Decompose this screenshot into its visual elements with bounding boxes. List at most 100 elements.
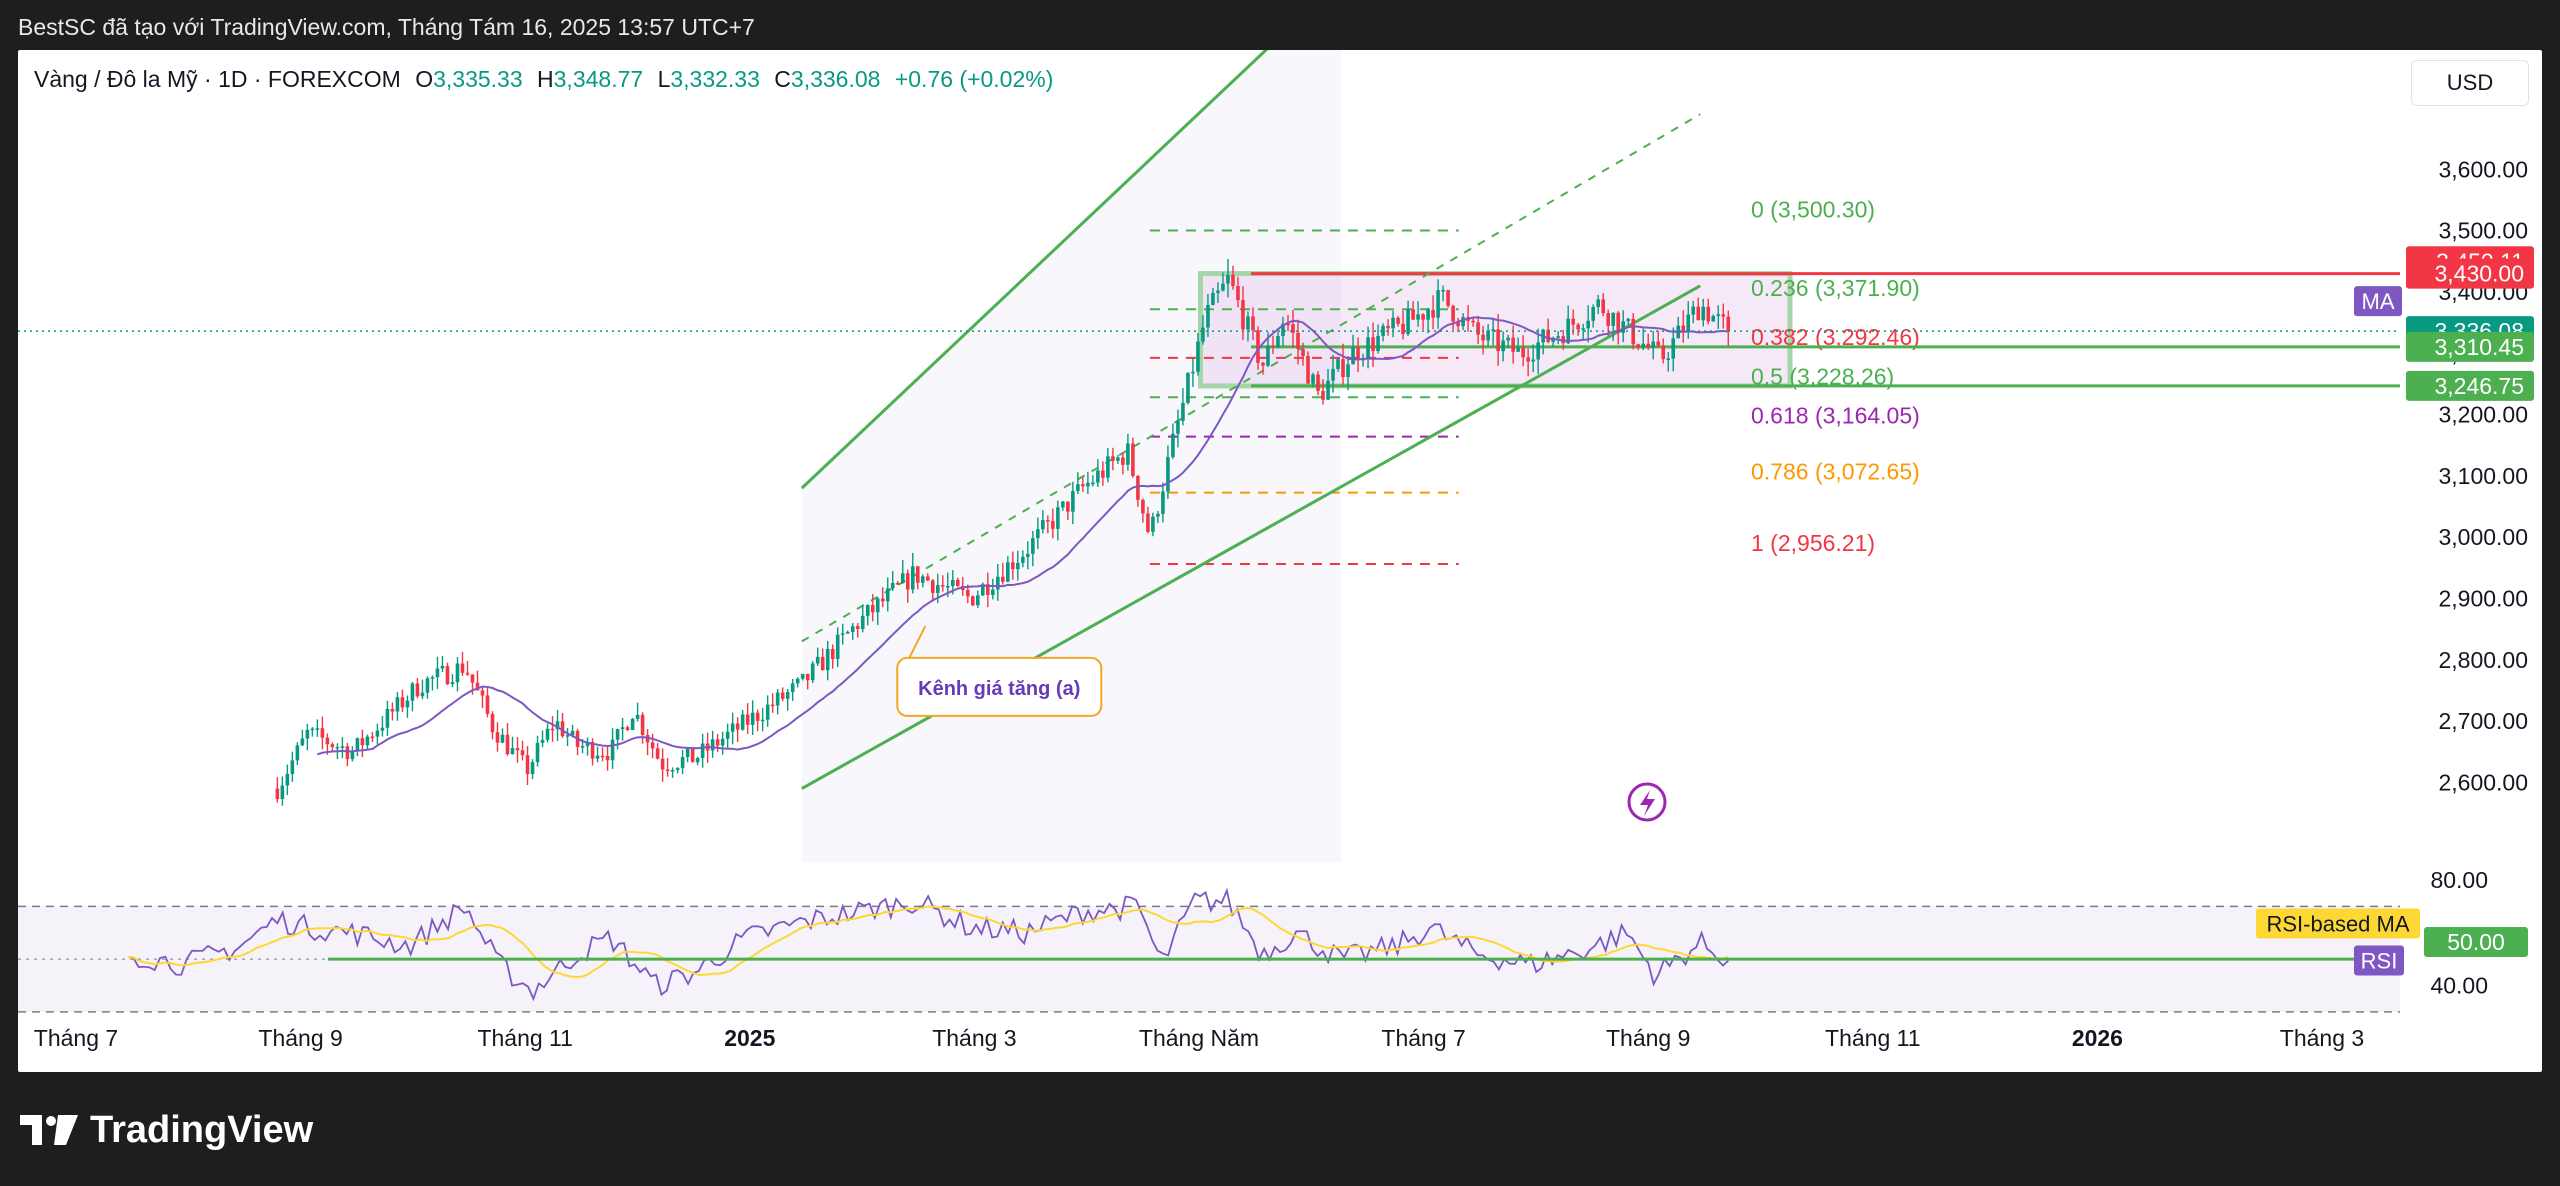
candle-body bbox=[1121, 457, 1125, 465]
range-box bbox=[1197, 271, 1793, 389]
candle-body bbox=[1111, 456, 1115, 461]
time-tick-label: Tháng 9 bbox=[258, 1025, 342, 1051]
ma-tag bbox=[2354, 286, 2402, 317]
candle-body bbox=[1646, 343, 1651, 348]
candle-body bbox=[1471, 320, 1475, 323]
candle-body bbox=[1441, 290, 1445, 292]
candle-body bbox=[495, 732, 500, 743]
candle-body bbox=[1301, 348, 1305, 356]
candle-body bbox=[1686, 314, 1691, 333]
rsi-tick-label: 40.00 bbox=[2430, 973, 2488, 999]
time-tick-label: Tháng Năm bbox=[1139, 1025, 1259, 1051]
candle-body bbox=[1371, 337, 1375, 352]
chart-caption: BestSC đã tạo với TradingView.com, Tháng… bbox=[18, 14, 755, 40]
candle-body bbox=[425, 678, 430, 693]
candle-body bbox=[750, 712, 755, 725]
candle-body bbox=[470, 674, 475, 683]
candle-body bbox=[380, 727, 385, 731]
candle-body bbox=[1506, 337, 1510, 341]
candle-body bbox=[1611, 312, 1616, 326]
channel-upper-line bbox=[800, 50, 1269, 490]
price-tag-label: 3,430.00 bbox=[2434, 261, 2524, 287]
candle-body bbox=[1486, 330, 1490, 341]
high-key: H bbox=[537, 66, 554, 92]
candle-body bbox=[945, 586, 950, 588]
fib-label-0.236: 0.236 (3,371.90) bbox=[1751, 275, 1920, 301]
price-tag-label: 3,246.75 bbox=[2434, 373, 2524, 399]
currency-button[interactable]: USD bbox=[2411, 60, 2529, 106]
candle-body bbox=[1026, 553, 1030, 557]
candle-body bbox=[1546, 329, 1550, 342]
candle-body bbox=[740, 714, 745, 730]
chart-frame[interactable]: 0 (3,500.30) 0.236 (3,371.90) 0.382 (3,292… bbox=[18, 50, 2542, 1072]
symbol-label[interactable]: Vàng / Đô la Mỹ · 1D · FOREXCOM bbox=[34, 66, 401, 92]
rsi-tick-label: 80.00 bbox=[2430, 867, 2488, 893]
candle-body bbox=[1566, 318, 1570, 344]
channel-callout-connector bbox=[906, 625, 927, 663]
close-value: 3,336.08 bbox=[790, 66, 881, 92]
price-tag bbox=[2406, 331, 2534, 362]
candle-body bbox=[976, 595, 980, 606]
candle-body bbox=[440, 665, 445, 669]
time-tick-label: Tháng 11 bbox=[477, 1025, 572, 1051]
candle-body bbox=[370, 736, 375, 739]
candle-body bbox=[1576, 324, 1580, 330]
candle-body bbox=[1431, 309, 1435, 318]
candle-body bbox=[410, 683, 415, 701]
candle-body bbox=[570, 730, 575, 736]
candle-body bbox=[1531, 359, 1535, 362]
price-tick-label: 2,900.00 bbox=[2438, 586, 2528, 612]
candle-body bbox=[630, 718, 635, 730]
time-tick-label: Tháng 7 bbox=[34, 1025, 118, 1051]
candle-body bbox=[1561, 336, 1565, 344]
candle-body bbox=[1436, 290, 1440, 318]
candle-body bbox=[955, 579, 960, 586]
candle-body bbox=[1456, 321, 1460, 327]
candle-body bbox=[1651, 341, 1656, 348]
channel-label: Kênh giá tăng (a) bbox=[918, 678, 1080, 700]
time-tick-label: Tháng 7 bbox=[1381, 1025, 1465, 1051]
candle-body bbox=[1061, 501, 1065, 508]
candle-body bbox=[355, 738, 360, 752]
rsi-line bbox=[127, 887, 1729, 1002]
tradingview-logo[interactable]: TradingView bbox=[20, 1109, 313, 1151]
candle-body bbox=[895, 583, 900, 585]
candle-body bbox=[400, 697, 405, 708]
candle-body bbox=[735, 723, 740, 730]
price-tick-label: 3,600.00 bbox=[2438, 156, 2528, 182]
candle-body bbox=[1146, 513, 1150, 532]
candle-body bbox=[1476, 322, 1480, 335]
candle-body bbox=[1416, 314, 1420, 320]
candle-body bbox=[1706, 306, 1711, 322]
candle-body bbox=[1586, 320, 1590, 329]
candle-body bbox=[1086, 482, 1090, 487]
candle-body bbox=[300, 738, 305, 746]
candle-body bbox=[700, 743, 705, 758]
candle-body bbox=[1276, 336, 1280, 348]
candle-body bbox=[1596, 299, 1600, 307]
candle-body bbox=[490, 713, 495, 733]
candle-body bbox=[1196, 341, 1200, 372]
candle-body bbox=[1021, 556, 1025, 563]
candle-body bbox=[885, 588, 890, 602]
candle-body bbox=[1316, 374, 1320, 391]
candle-body bbox=[1181, 402, 1185, 421]
time-tick-label: Tháng 3 bbox=[932, 1025, 1016, 1051]
candle-body bbox=[890, 583, 895, 589]
price-tag-label: 3,310.45 bbox=[2434, 334, 2524, 360]
candle-body bbox=[530, 762, 535, 775]
candle-body bbox=[1516, 347, 1520, 352]
candle-body bbox=[1126, 443, 1130, 465]
candle-body bbox=[1501, 340, 1505, 352]
moving-average-line bbox=[317, 316, 1729, 756]
candle-body bbox=[1536, 342, 1540, 360]
candle-body bbox=[855, 626, 860, 630]
candle-body bbox=[1016, 562, 1020, 570]
candle-body bbox=[800, 673, 805, 679]
candle-body bbox=[910, 566, 915, 590]
candle-body bbox=[860, 615, 865, 630]
candle-body bbox=[365, 736, 370, 746]
candle-body bbox=[1246, 316, 1250, 330]
chart-canvas[interactable]: 0 (3,500.30)0.236 (3,371.90)0.382 (3,292… bbox=[18, 50, 2542, 1072]
candle-body bbox=[1421, 314, 1425, 320]
